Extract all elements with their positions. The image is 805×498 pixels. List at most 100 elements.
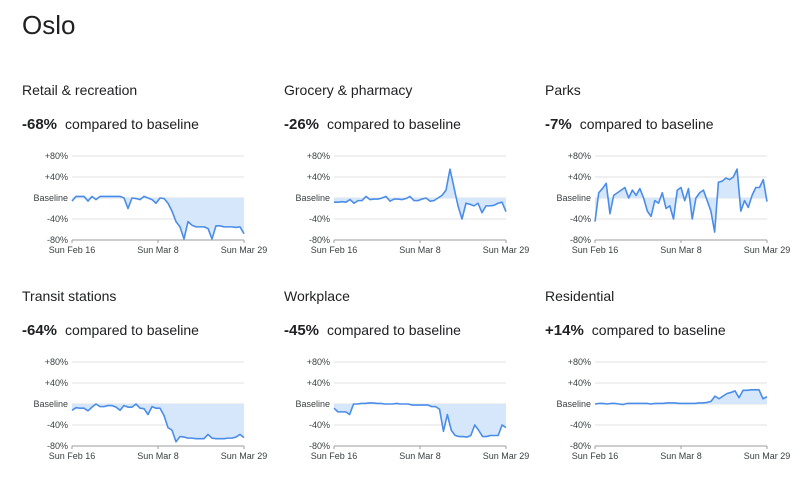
y-tick-label: -40% [309, 420, 330, 430]
data-point [131, 407, 132, 408]
data-point [501, 202, 502, 203]
data-point [357, 200, 358, 201]
data-point [87, 201, 88, 202]
summary-caption: compared to baseline [327, 322, 461, 338]
x-tick-label: Sun Feb 16 [311, 451, 358, 461]
data-point [151, 199, 152, 200]
summary-stat: -26% compared to baseline [284, 116, 461, 133]
y-tick-label: -80% [570, 235, 591, 245]
x-tick-label: Sun Feb 16 [49, 245, 96, 255]
y-tick-label: Baseline [556, 193, 591, 203]
data-point [207, 434, 208, 435]
summary-percent: -45% [284, 322, 320, 339]
series-area [595, 169, 767, 233]
data-point [714, 232, 715, 233]
data-point [485, 205, 486, 206]
summary-stat: -68% compared to baseline [22, 116, 199, 133]
data-point [95, 403, 96, 404]
data-point [425, 197, 426, 198]
y-tick-label: Baseline [295, 399, 330, 409]
data-point [381, 197, 382, 198]
x-tick-label: Sun Mar 8 [399, 451, 441, 461]
y-tick-label: +40% [307, 172, 330, 182]
data-point [380, 403, 381, 404]
data-point [451, 430, 452, 431]
data-point [231, 226, 232, 227]
summary-caption: compared to baseline [65, 116, 199, 132]
series-line [594, 168, 768, 233]
data-point [692, 218, 693, 219]
data-point [405, 198, 406, 199]
data-point [401, 199, 402, 200]
data-point [400, 403, 401, 404]
data-point [632, 190, 633, 191]
data-point [79, 408, 80, 409]
data-point [688, 188, 689, 189]
data-point [231, 438, 232, 439]
data-point [429, 201, 430, 202]
data-point [758, 389, 759, 390]
data-point [613, 195, 614, 196]
data-point [710, 401, 711, 402]
data-point [738, 397, 739, 398]
data-point [658, 203, 659, 204]
data-point [91, 407, 92, 408]
data-point [111, 405, 112, 406]
data-point [119, 196, 120, 197]
data-point [706, 402, 707, 403]
x-tick-label: Sun Feb 16 [572, 245, 619, 255]
data-point [353, 203, 354, 204]
data-point [602, 403, 603, 404]
data-point [171, 211, 172, 212]
data-point [746, 390, 747, 391]
data-point [441, 195, 442, 196]
data-point [207, 228, 208, 229]
data-point [643, 197, 644, 198]
data-point [722, 181, 723, 182]
mini-chart: +80% +40% Baseline -40% -80%Sun Feb 16 Sun Ma… [556, 151, 791, 255]
data-point [376, 403, 377, 404]
data-point [413, 200, 414, 201]
panel-residential: Residential +14% compared to baseline +80… [545, 288, 805, 498]
data-point [83, 196, 84, 197]
x-tick-label: Sun Mar 29 [744, 245, 791, 255]
data-point [699, 192, 700, 193]
data-point [626, 403, 627, 404]
data-point [385, 196, 386, 197]
data-point [373, 198, 374, 199]
data-point [636, 195, 637, 196]
y-tick-label: -80% [309, 235, 330, 245]
data-point [419, 404, 420, 405]
summary-percent: -68% [22, 116, 58, 133]
series-area [72, 404, 244, 442]
category-title: Grocery & pharmacy [284, 82, 413, 98]
data-point [606, 183, 607, 184]
data-point [493, 205, 494, 206]
data-point [87, 410, 88, 411]
series-area [72, 196, 244, 239]
data-point [725, 177, 726, 178]
data-point [179, 226, 180, 227]
data-point [215, 438, 216, 439]
data-point [457, 205, 458, 206]
x-tick-label: Sun Mar 29 [744, 451, 791, 461]
data-point [650, 403, 651, 404]
data-point [449, 169, 450, 170]
data-point [139, 199, 140, 200]
x-tick-label: Sun Mar 8 [660, 451, 702, 461]
y-tick-label: +40% [45, 172, 68, 182]
data-point [345, 202, 346, 203]
data-point [175, 221, 176, 222]
data-point [445, 190, 446, 191]
summary-percent: +14% [545, 322, 584, 339]
data-point [498, 435, 499, 436]
summary-stat: -45% compared to baseline [284, 322, 461, 339]
y-tick-label: -80% [570, 441, 591, 451]
data-point [123, 197, 124, 198]
data-point [353, 403, 354, 404]
data-point [630, 403, 631, 404]
data-point [742, 390, 743, 391]
data-point [151, 406, 152, 407]
data-point [183, 238, 184, 239]
data-point [654, 403, 655, 404]
